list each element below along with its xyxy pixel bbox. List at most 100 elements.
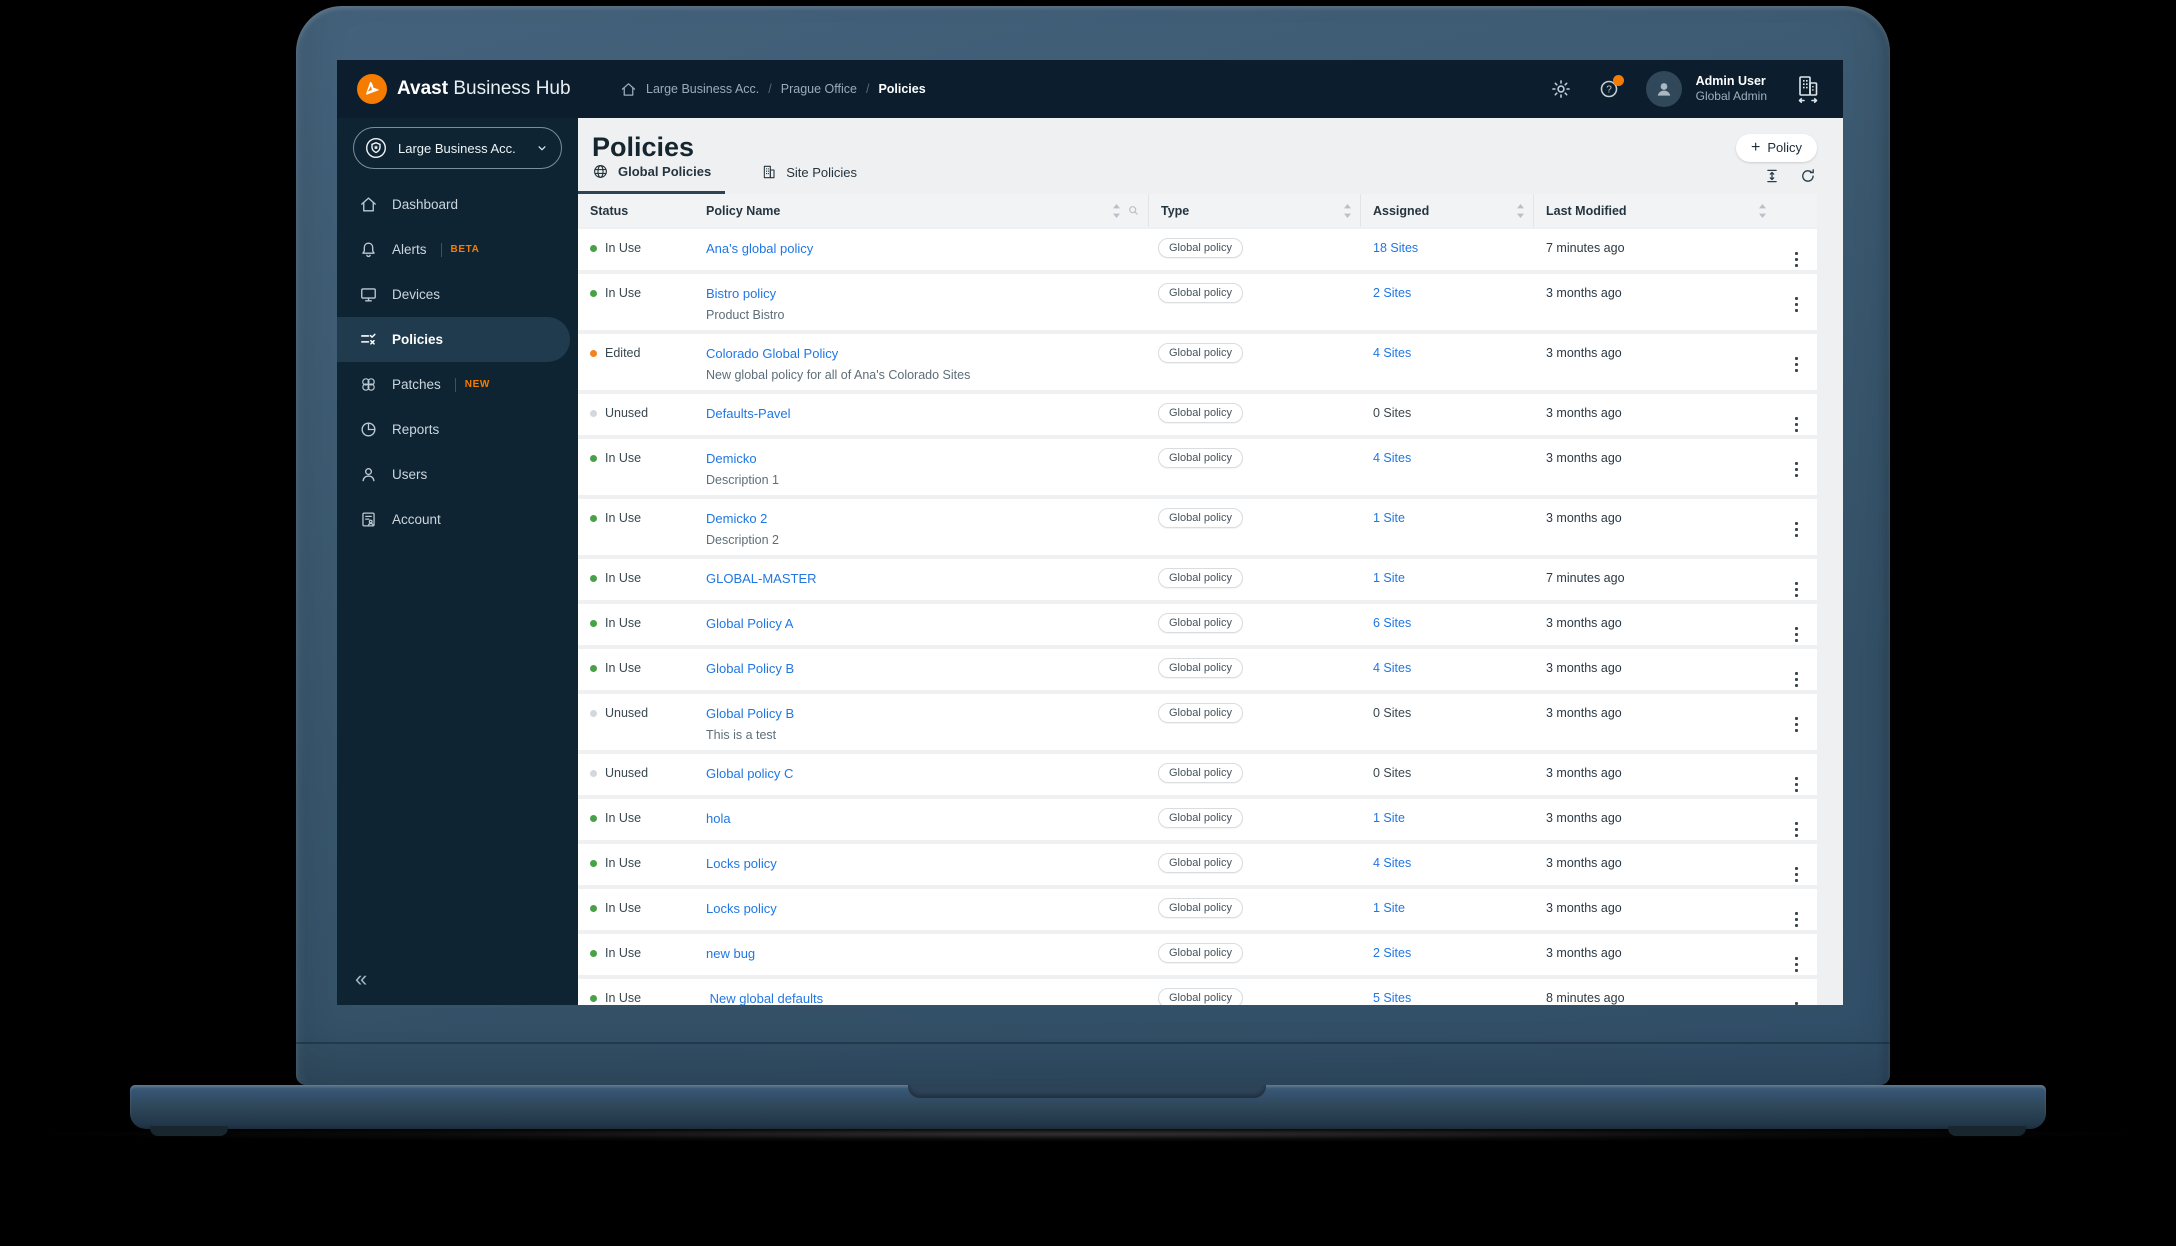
overflow-menu-icon[interactable] bbox=[1786, 511, 1806, 555]
overflow-menu-icon[interactable] bbox=[1786, 856, 1806, 885]
policy-name-link[interactable]: Defaults-Pavel bbox=[706, 406, 791, 421]
assigned-sites-link[interactable]: 2 Sites bbox=[1373, 946, 1412, 960]
column-header-assigned[interactable]: Assigned bbox=[1360, 194, 1533, 227]
column-header-policy-name[interactable]: Policy Name bbox=[703, 194, 1148, 227]
policy-name-link[interactable]: Demicko 2 bbox=[706, 511, 768, 526]
assigned-sites-link[interactable]: 4 Sites bbox=[1373, 856, 1412, 870]
policy-name-link[interactable]: Global Policy B bbox=[706, 661, 795, 676]
assigned-sites-link[interactable]: 1 Site bbox=[1373, 901, 1405, 915]
sidebar-item-account[interactable]: Account bbox=[337, 497, 570, 542]
column-header-last-modified[interactable]: Last Modified bbox=[1533, 194, 1775, 227]
policy-name-link[interactable]: Bistro policy bbox=[706, 286, 777, 301]
table-row[interactable]: In Use New global defaults Global policy… bbox=[578, 979, 1817, 1005]
status-dot-icon bbox=[590, 290, 597, 297]
overflow-menu-icon[interactable] bbox=[1786, 451, 1806, 495]
company-switcher-icon[interactable] bbox=[1793, 73, 1823, 105]
table-row[interactable]: In Use Global Policy A Global policy 6 S… bbox=[578, 604, 1817, 649]
tab-global-policies[interactable]: Global Policies bbox=[578, 163, 726, 194]
policy-name-link[interactable]: new bug bbox=[706, 946, 756, 961]
overflow-menu-icon[interactable] bbox=[1786, 946, 1806, 975]
assigned-cell: 0 Sites bbox=[1360, 754, 1533, 795]
overflow-menu-icon[interactable] bbox=[1786, 286, 1806, 330]
assigned-sites-link[interactable]: 6 Sites bbox=[1373, 616, 1412, 630]
table-row[interactable]: Unused Defaults-Pavel Global policy 0 Si… bbox=[578, 394, 1817, 439]
last-modified-cell: 3 months ago bbox=[1546, 856, 1622, 870]
policy-name-link[interactable]: Global Policy B bbox=[706, 706, 795, 721]
avatar[interactable] bbox=[1645, 71, 1682, 107]
policy-name-link[interactable]: Demicko bbox=[706, 451, 757, 466]
actions-cell bbox=[1775, 934, 1817, 975]
sidebar-item-dashboard[interactable]: Dashboard bbox=[337, 182, 570, 227]
overflow-menu-icon[interactable] bbox=[1786, 616, 1806, 645]
sidebar-item-patches[interactable]: Patches NEW bbox=[337, 362, 570, 407]
refresh-icon[interactable] bbox=[1799, 167, 1817, 185]
policy-name-link[interactable]: GLOBAL-MASTER bbox=[706, 571, 817, 586]
overflow-menu-icon[interactable] bbox=[1786, 661, 1806, 690]
account-selector[interactable]: Large Business Acc. bbox=[353, 127, 562, 169]
overflow-menu-icon[interactable] bbox=[1786, 991, 1806, 1005]
table-header: Status Policy Name Type Assigned bbox=[578, 194, 1817, 227]
table-row[interactable]: Edited Colorado Global Policy New global… bbox=[578, 334, 1817, 394]
policy-name-link[interactable]: Locks policy bbox=[706, 856, 777, 871]
sidebar-collapse-icon[interactable]: « bbox=[355, 966, 368, 991]
sidebar-item-users[interactable]: Users bbox=[337, 452, 570, 497]
policy-name-cell: Demicko 2 Description 2 bbox=[703, 499, 1148, 555]
assigned-sites-link[interactable]: 4 Sites bbox=[1373, 451, 1412, 465]
column-header-status[interactable]: Status bbox=[590, 203, 629, 218]
tab-site-policies[interactable]: Site Policies bbox=[747, 164, 871, 194]
table-row[interactable]: In Use Bistro policy Product Bistro Glob… bbox=[578, 274, 1817, 334]
breadcrumb-item[interactable]: Large Business Acc. bbox=[646, 82, 760, 96]
table-row[interactable]: In Use Demicko Description 1 Global poli… bbox=[578, 439, 1817, 499]
sidebar-item-devices[interactable]: Devices bbox=[337, 272, 570, 317]
overflow-menu-icon[interactable] bbox=[1786, 346, 1806, 390]
user-info[interactable]: Admin User Global Admin bbox=[1696, 74, 1767, 104]
policy-name-link[interactable]: Ana's global policy bbox=[706, 241, 814, 256]
assigned-sites-link[interactable]: 1 Site bbox=[1373, 811, 1405, 825]
policy-name-link[interactable]: Locks policy bbox=[706, 901, 777, 916]
policy-name-link[interactable]: New global defaults bbox=[706, 991, 824, 1005]
status-dot-icon bbox=[590, 455, 597, 462]
last-modified-cell: 7 minutes ago bbox=[1546, 241, 1625, 255]
column-header-type[interactable]: Type bbox=[1148, 194, 1360, 227]
assigned-sites-link[interactable]: 1 Site bbox=[1373, 571, 1405, 585]
assigned-sites-link[interactable]: 4 Sites bbox=[1373, 346, 1412, 360]
assigned-sites-link[interactable]: 4 Sites bbox=[1373, 661, 1412, 675]
overflow-menu-icon[interactable] bbox=[1786, 571, 1806, 600]
assigned-sites-text: 0 Sites bbox=[1373, 706, 1412, 720]
table-row[interactable]: In Use Locks policy Global policy 4 Site… bbox=[578, 844, 1817, 889]
policy-name-link[interactable]: Global Policy A bbox=[706, 616, 794, 631]
row-height-icon[interactable] bbox=[1763, 167, 1781, 185]
help-icon[interactable]: ? bbox=[1598, 75, 1624, 100]
overflow-menu-icon[interactable] bbox=[1786, 811, 1806, 840]
table-row[interactable]: In Use GLOBAL-MASTER Global policy 1 Sit… bbox=[578, 559, 1817, 604]
policy-name-link[interactable]: hola bbox=[706, 811, 731, 826]
policy-name-link[interactable]: Colorado Global Policy bbox=[706, 346, 839, 361]
policy-name-link[interactable]: Global policy C bbox=[706, 766, 794, 781]
table-row[interactable]: Unused Global Policy B This is a test Gl… bbox=[578, 694, 1817, 754]
table-row[interactable]: In Use Locks policy Global policy 1 Site… bbox=[578, 889, 1817, 934]
overflow-menu-icon[interactable] bbox=[1786, 706, 1806, 750]
table-row[interactable]: In Use Global Policy B Global policy 4 S… bbox=[578, 649, 1817, 694]
sidebar-item-reports[interactable]: Reports bbox=[337, 407, 570, 452]
settings-icon[interactable] bbox=[1550, 78, 1572, 100]
add-policy-button[interactable]: + Policy bbox=[1735, 133, 1817, 162]
sidebar-item-alerts[interactable]: Alerts BETA bbox=[337, 227, 570, 272]
table-row[interactable]: In Use hola Global policy 1 Site 3 month… bbox=[578, 799, 1817, 844]
status-dot-icon bbox=[590, 905, 597, 912]
assigned-sites-link[interactable]: 18 Sites bbox=[1373, 241, 1419, 255]
breadcrumb-item[interactable]: Prague Office bbox=[780, 82, 857, 96]
table-row[interactable]: Unused Global policy C Global policy 0 S… bbox=[578, 754, 1817, 799]
table-row[interactable]: In Use Ana's global policy Global policy… bbox=[578, 229, 1817, 274]
assigned-sites-link[interactable]: 2 Sites bbox=[1373, 286, 1412, 300]
table-row[interactable]: In Use Demicko 2 Description 2 Global po… bbox=[578, 499, 1817, 559]
overflow-menu-icon[interactable] bbox=[1786, 901, 1806, 930]
table-row[interactable]: In Use new bug Global policy 2 Sites 3 m… bbox=[578, 934, 1817, 979]
sidebar-item-policies[interactable]: Policies bbox=[337, 317, 570, 362]
assigned-sites-link[interactable]: 5 Sites bbox=[1373, 991, 1412, 1005]
assigned-sites-link[interactable]: 1 Site bbox=[1373, 511, 1405, 525]
overflow-menu-icon[interactable] bbox=[1786, 241, 1806, 270]
type-cell: Global policy bbox=[1148, 754, 1360, 795]
overflow-menu-icon[interactable] bbox=[1786, 766, 1806, 795]
type-badge: Global policy bbox=[1158, 943, 1243, 963]
overflow-menu-icon[interactable] bbox=[1786, 406, 1806, 435]
